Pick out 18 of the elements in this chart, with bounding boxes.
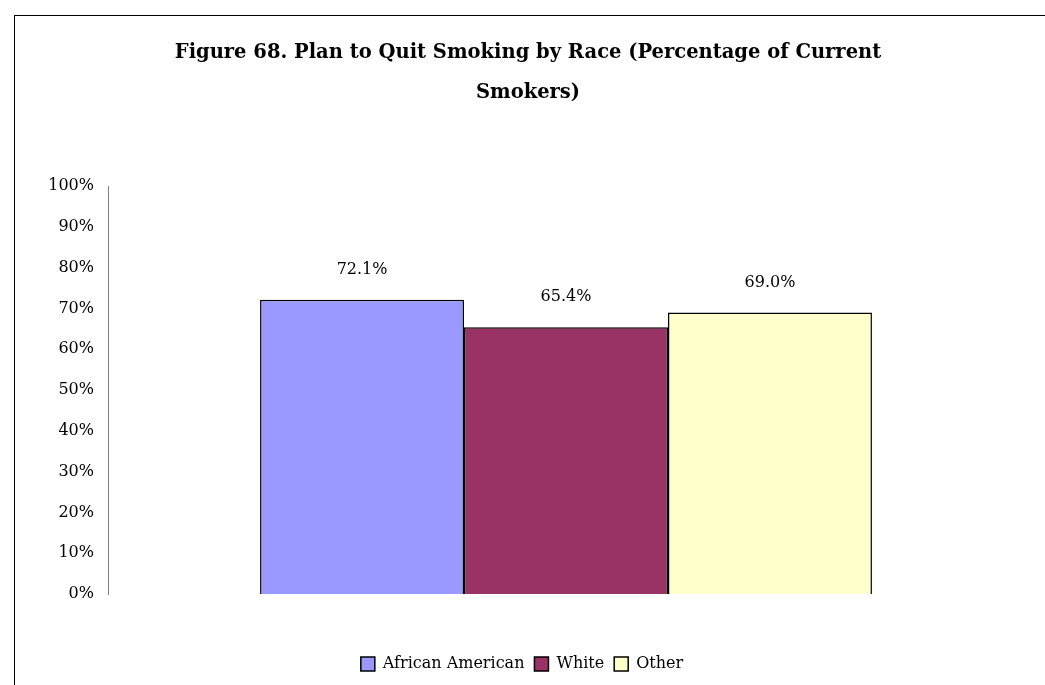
y-tick-label: 60% bbox=[58, 338, 94, 358]
y-tick-label: 50% bbox=[58, 379, 94, 399]
y-tick-label: 90% bbox=[58, 215, 94, 235]
y-tick-label: 40% bbox=[58, 419, 94, 439]
y-tick-label: 80% bbox=[58, 256, 94, 276]
y-tick-label: 70% bbox=[58, 297, 94, 317]
data-label: 65.4% bbox=[540, 286, 592, 306]
legend-label: Other bbox=[636, 653, 684, 673]
y-tick-label: 10% bbox=[58, 542, 94, 562]
y-tick-label: 20% bbox=[58, 501, 94, 521]
legend-label: African American bbox=[381, 653, 525, 673]
chart-title: Figure 68. Plan to Quit Smoking by Race (Percentage of Current Smokers) bbox=[173, 39, 883, 105]
y-tick-label: 100% bbox=[48, 175, 94, 195]
data-label: 69.0% bbox=[744, 271, 796, 291]
legend-label: White bbox=[556, 653, 605, 673]
data-label: 72.1% bbox=[336, 258, 388, 278]
y-tick-label: 30% bbox=[58, 460, 94, 480]
y-tick-label: 0% bbox=[68, 583, 94, 603]
